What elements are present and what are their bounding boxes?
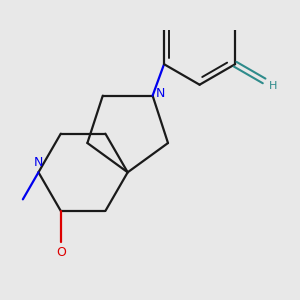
Text: H: H — [268, 81, 277, 91]
Text: O: O — [56, 246, 66, 259]
Text: N: N — [34, 156, 43, 169]
Text: N: N — [156, 87, 166, 100]
